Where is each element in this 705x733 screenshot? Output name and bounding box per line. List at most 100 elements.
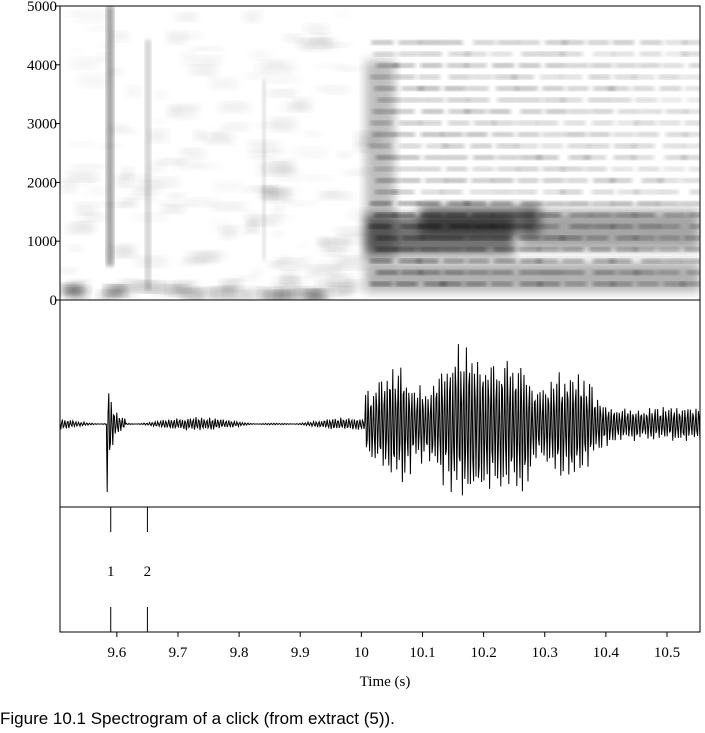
spectrogram-texture xyxy=(182,149,205,158)
spectrogram-texture xyxy=(587,143,610,149)
spectrogram-texture xyxy=(278,255,291,262)
spectrogram-texture xyxy=(254,123,281,128)
spectrogram-texture xyxy=(464,201,487,206)
spectrogram-texture xyxy=(120,198,137,207)
spectrogram-texture xyxy=(665,109,688,114)
spectrogram-texture xyxy=(204,133,234,144)
spectrogram-texture xyxy=(440,189,463,195)
spectrogram-texture xyxy=(401,86,424,91)
spectrogram-texture xyxy=(664,40,687,45)
spectrogram-texture xyxy=(446,97,469,103)
spectrogram-texture xyxy=(399,143,422,149)
spectrogram-texture xyxy=(636,201,659,206)
spectrogram-texture xyxy=(688,166,700,172)
spectrogram-texture xyxy=(684,109,700,114)
spectrogram-texture xyxy=(68,245,82,252)
spectrogram-texture xyxy=(562,40,585,45)
spectrogram-texture xyxy=(681,51,700,57)
spectrogram-texture xyxy=(260,291,281,300)
spectrogram-texture xyxy=(266,76,299,83)
spectrogram-texture xyxy=(187,252,218,263)
x-tick-label: 9.8 xyxy=(230,645,249,661)
spectrogram-texture xyxy=(221,280,242,291)
spectrogram-texture xyxy=(317,63,346,69)
spectrogram-texture xyxy=(688,63,700,68)
spectrogram-texture xyxy=(337,227,367,236)
spectrogram-texture xyxy=(281,272,298,284)
spectrogram-texture xyxy=(470,143,493,149)
spectrogram-texture xyxy=(183,32,202,40)
spectrogram-texture xyxy=(632,74,655,80)
spectrogram-texture xyxy=(445,166,468,172)
spectrogram-texture xyxy=(536,258,559,264)
spectrogram-texture xyxy=(617,189,640,195)
spectrogram-texture xyxy=(565,178,588,183)
spectrogram-texture xyxy=(659,86,682,91)
spectrogram-texture xyxy=(227,225,261,234)
spectrogram-texture xyxy=(490,51,513,57)
spectrogram-texture xyxy=(176,13,197,21)
spectrogram-texture xyxy=(657,178,680,183)
spectrogram-texture xyxy=(638,63,661,68)
spectrogram-texture xyxy=(592,86,615,91)
spectrogram-texture xyxy=(290,99,311,111)
spectrogram-texture xyxy=(636,132,659,137)
spectrogram-texture xyxy=(149,129,167,142)
spectrogram-texture xyxy=(251,268,262,280)
spectrogram-texture xyxy=(342,281,363,292)
spectrogram-texture xyxy=(149,161,165,172)
spectrogram-texture xyxy=(245,212,260,224)
spectrogram-texture xyxy=(75,203,96,214)
spectrogram-texture xyxy=(86,26,110,32)
spectrogram-texture xyxy=(593,178,616,183)
spectrogram-texture xyxy=(116,174,133,187)
spectrogram-texture xyxy=(423,155,446,160)
spectrogram-texture xyxy=(418,40,441,45)
spectrogram-texture xyxy=(166,106,182,116)
spectrogram-texture xyxy=(418,201,441,206)
spectrogram-texture xyxy=(243,72,269,79)
spectrogram-texture xyxy=(262,80,266,260)
spectrogram-texture xyxy=(247,221,258,233)
spectrogram-texture xyxy=(464,109,487,114)
spectrogram-texture xyxy=(393,63,416,68)
spectrogram-texture xyxy=(61,11,82,17)
spectrogram-texture xyxy=(472,166,495,172)
spectrogram-texture xyxy=(517,132,540,137)
spectrogram-texture xyxy=(420,132,443,137)
spectrogram-texture xyxy=(441,132,464,137)
spectrogram-texture xyxy=(617,109,640,114)
spectrogram-texture xyxy=(444,178,467,183)
spectrogram-texture xyxy=(68,141,93,147)
spectrogram-texture xyxy=(610,178,633,183)
spectrogram-texture xyxy=(536,155,559,160)
spectrogram-texture xyxy=(421,109,444,114)
spectrogram-texture xyxy=(466,86,489,91)
spectrogram-texture xyxy=(561,258,584,264)
spectrogram-texture xyxy=(159,158,186,165)
spectrogram-texture xyxy=(155,91,168,99)
spectrogram-texture xyxy=(420,189,443,195)
spectrogram-texture xyxy=(108,68,122,76)
spectrogram-texture xyxy=(515,120,538,126)
spectrogram-texture xyxy=(295,148,327,157)
spectrogram-texture xyxy=(301,39,335,48)
spectrogram-texture xyxy=(246,186,277,193)
spectrogram-texture xyxy=(683,132,700,137)
spectrogram-texture xyxy=(491,189,514,195)
spectrogram-texture xyxy=(516,166,539,172)
spectrogram-texture xyxy=(224,123,249,131)
spectrogram-texture xyxy=(186,198,217,206)
spectrogram-texture xyxy=(517,178,540,183)
spectrogram-texture xyxy=(567,201,590,206)
spectrogram-texture xyxy=(312,86,330,92)
spectrogram-texture xyxy=(370,258,393,264)
spectrogram-texture xyxy=(318,192,354,200)
spectrogram-texture xyxy=(348,234,376,243)
spectrogram-texture xyxy=(182,53,194,65)
spectrogram-texture xyxy=(98,291,119,300)
spectrogram-texture xyxy=(542,51,565,57)
spectrogram-texture xyxy=(521,51,544,57)
spectrogram-texture xyxy=(613,74,636,80)
spectrogram-texture xyxy=(665,132,688,137)
